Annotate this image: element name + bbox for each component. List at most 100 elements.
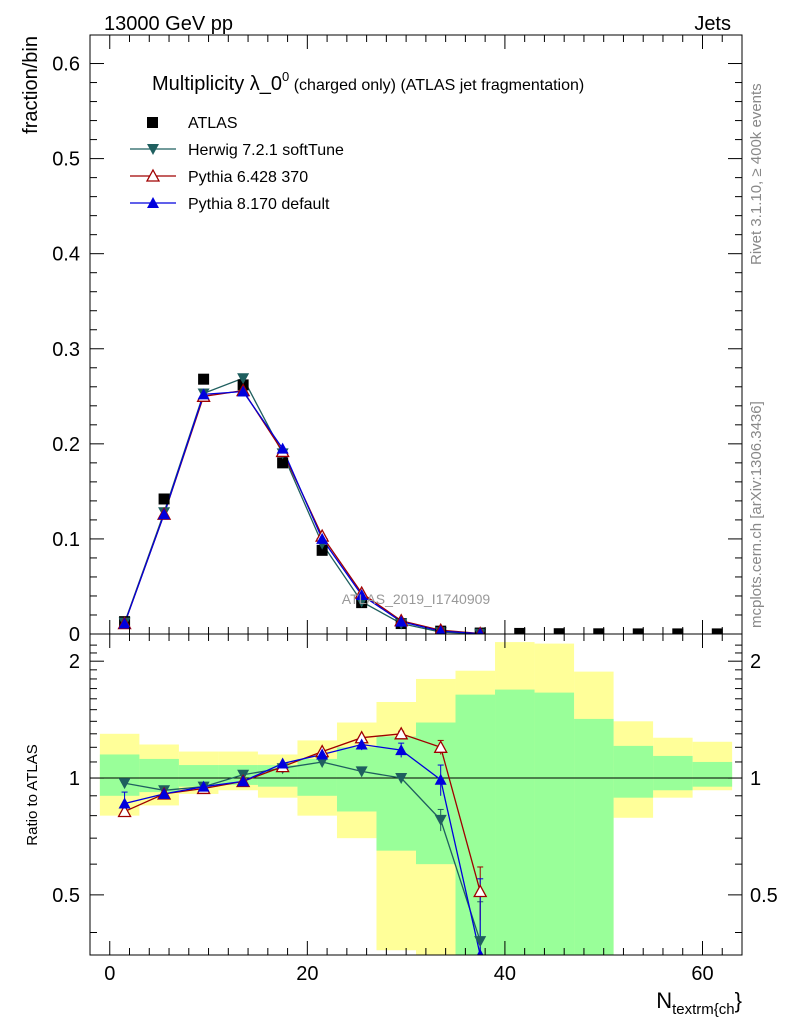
ratio-series-0-point	[474, 936, 487, 948]
band-green	[534, 692, 575, 955]
ratio-tick-label-right: 2	[750, 651, 761, 673]
ratio-bands	[90, 642, 742, 955]
legend-atlas-label: ATLAS	[188, 115, 238, 132]
x-tick-label: 20	[296, 963, 318, 985]
ratio-series-2-point	[434, 773, 447, 785]
band-green	[178, 765, 219, 787]
x-tick-label: 60	[691, 963, 713, 985]
legend-herwig-label: Herwig 7.2.1 softTune	[188, 142, 344, 159]
ratio-tick-label-right: 1	[750, 768, 761, 790]
main-marks	[117, 373, 723, 634]
main-ticks: 0 0.1 0.2 0.3 0.4 0.5 0.6	[52, 35, 742, 646]
ratio-tick-label: 2	[69, 651, 80, 673]
mcplots-label: mcplots.cern.ch [arXiv:1306.3436]	[748, 401, 765, 628]
analysis-watermark: ATLAS_2019_I1740909	[342, 591, 491, 607]
ratio-series-0-point	[355, 766, 368, 778]
header-process: Jets	[694, 13, 731, 35]
title-subtitle: (charged only) (ATLAS jet fragmentation)	[289, 77, 584, 94]
ratio-series-2-point	[237, 775, 250, 787]
ratio-tick-label-right: 0.5	[750, 885, 778, 907]
series-2-point	[197, 388, 210, 400]
band-green	[495, 689, 535, 955]
series-0-point	[237, 373, 250, 385]
y-tick-label: 0	[69, 624, 80, 646]
y-tick-label: 0.2	[52, 434, 80, 456]
data-point-atlas	[632, 628, 644, 634]
ratio-series-2-point	[355, 738, 368, 750]
ratio-y-axis-label: Ratio to ATLAS	[24, 744, 41, 845]
ratio-series-0-point	[434, 814, 447, 826]
ratio-series-1-point	[473, 884, 488, 898]
ratio-series-1-point	[394, 726, 409, 740]
data-point-atlas	[158, 493, 170, 505]
y-tick-label: 0.5	[52, 149, 80, 171]
data-point-atlas	[711, 628, 723, 634]
series-2-point	[237, 385, 250, 397]
legend-pythia8-marker	[147, 197, 159, 208]
ratio-series-0-point	[395, 773, 408, 785]
series-2-point	[118, 617, 131, 629]
ratio-series-2-point	[158, 787, 171, 799]
series-2-point	[476, 627, 484, 634]
band-green	[336, 747, 377, 812]
series-2-point	[158, 508, 171, 520]
ratio-marks	[117, 726, 488, 955]
band-green	[613, 745, 654, 798]
legend-herwig-marker	[147, 144, 159, 155]
band-green	[653, 755, 693, 791]
ratio-series-2-point	[276, 757, 289, 769]
data-point-atlas	[198, 373, 210, 385]
header-energy: 13000 GeV pp	[104, 13, 233, 35]
ratio-frame	[89, 633, 743, 956]
data-point-atlas	[593, 628, 605, 634]
ratio-tick-label: 0.5	[52, 885, 80, 907]
band-green	[416, 722, 456, 865]
ratio-series-2-point	[476, 949, 484, 955]
data-point-atlas	[316, 544, 328, 556]
ratio-series-2-point	[316, 748, 329, 760]
rivet-label: Rivet 3.1.10, ≥ 400k events	[748, 83, 765, 265]
y-tick-label: 0.4	[52, 244, 80, 266]
y-tick-label: 0.1	[52, 529, 80, 551]
series-2-point	[395, 615, 408, 627]
y-axis-label: fraction/bin	[20, 36, 42, 134]
x-tick-label: 40	[494, 963, 516, 985]
band-green	[574, 718, 614, 955]
series-2-point	[355, 589, 368, 601]
y-tick-label: 0.6	[52, 54, 80, 76]
series-2-line	[123, 390, 481, 634]
plot-title: Multiplicity λ_00 (charged only) (ATLAS …	[152, 69, 584, 95]
legend-atlas-marker	[147, 117, 158, 128]
title-main: Multiplicity λ_0	[152, 73, 282, 95]
data-point-atlas	[672, 628, 684, 634]
x-tick-label: 0	[104, 963, 115, 985]
data-point-atlas	[514, 627, 526, 634]
legend-pythia8-label: Pythia 8.170 default	[188, 196, 330, 213]
ratio-series-2-point	[118, 797, 131, 809]
x-label-sub: textrm{ch	[672, 1001, 735, 1018]
title-superscript: 0	[282, 69, 289, 84]
y-tick-label: 0.3	[52, 339, 80, 361]
legend: ATLAS Herwig 7.2.1 softTune Pythia 6.428…	[130, 115, 344, 213]
ratio-series-1-point	[433, 739, 448, 753]
ratio-series-0-line	[124, 761, 481, 942]
band-green	[99, 754, 140, 796]
ratio-ticks: 0.5 0.51 12 20 20 40 60	[52, 634, 778, 985]
series-2-point	[435, 625, 446, 634]
ratio-plot: 0.5 0.51 12 20 20 40 60 Ratio to ATLAS Ntextrm…	[24, 633, 778, 1018]
legend-pythia6-label: Pythia 6.428 370	[188, 169, 308, 186]
data-point-atlas	[277, 457, 289, 469]
x-label-tail: }	[735, 988, 742, 1013]
ratio-tick-label: 1	[69, 768, 80, 790]
ratio-series-2-point	[395, 744, 408, 756]
band-green	[692, 761, 733, 787]
data-point-atlas	[553, 628, 565, 634]
x-label-main: N	[656, 988, 672, 1013]
ratio-series-2-line	[124, 743, 481, 955]
ratio-series-0-point	[316, 756, 329, 768]
main-plot: 00.10.20.30.40.50.6 Multiplicity λ_00 (c…	[20, 34, 743, 646]
series-2-point	[316, 532, 329, 544]
series-2-point	[276, 442, 289, 454]
ratio-series-0-point	[118, 778, 131, 790]
